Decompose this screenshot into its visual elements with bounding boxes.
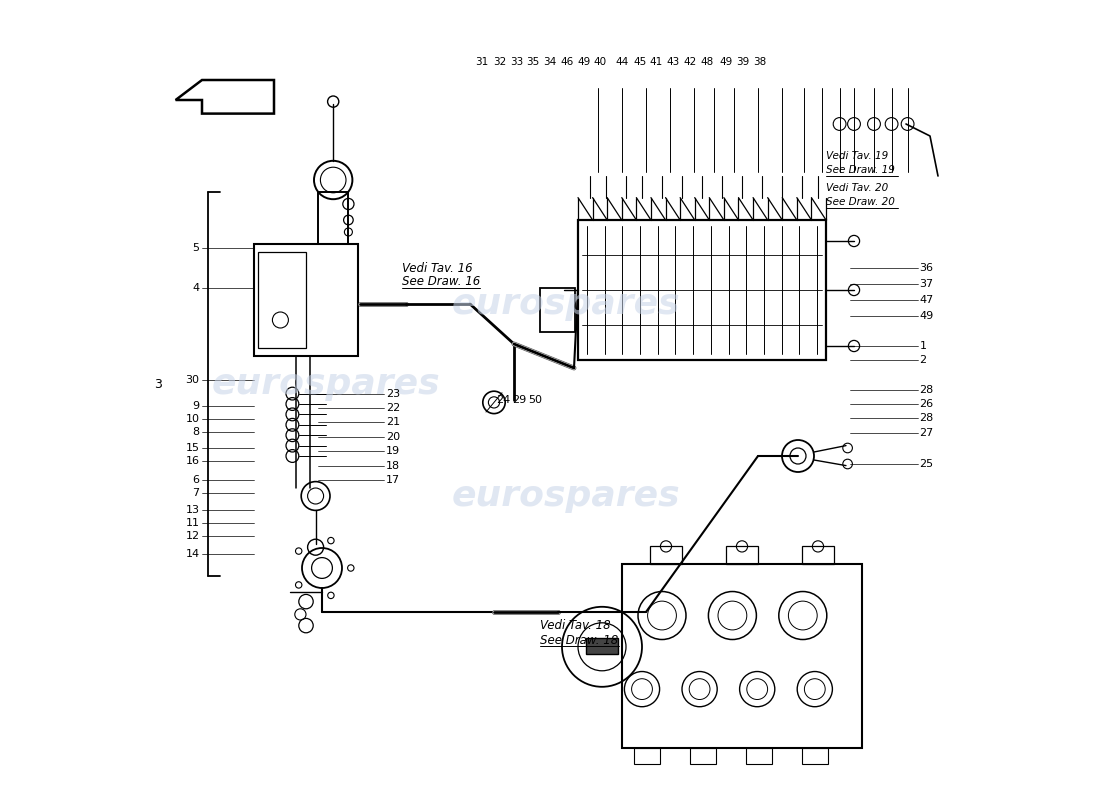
- Text: 17: 17: [386, 475, 400, 485]
- Bar: [318, 192, 349, 244]
- Text: 7: 7: [192, 488, 199, 498]
- Text: 28: 28: [920, 414, 934, 423]
- Text: 11: 11: [186, 518, 199, 528]
- Bar: [746, 748, 771, 764]
- Text: 6: 6: [192, 475, 199, 485]
- Text: 34: 34: [543, 58, 557, 67]
- Text: 42: 42: [683, 58, 696, 67]
- Text: 24: 24: [496, 395, 510, 405]
- Text: 27: 27: [920, 428, 934, 438]
- Bar: [690, 748, 716, 764]
- Text: See Draw. 18: See Draw. 18: [540, 634, 618, 646]
- Bar: [634, 748, 660, 764]
- Text: 25: 25: [920, 459, 934, 469]
- Text: Vedi Tav. 18: Vedi Tav. 18: [540, 619, 611, 632]
- Text: See Draw. 16: See Draw. 16: [402, 275, 481, 288]
- Text: 1: 1: [920, 341, 926, 350]
- Bar: [258, 252, 306, 348]
- Text: 23: 23: [386, 389, 400, 398]
- Text: 2: 2: [920, 355, 926, 365]
- Bar: [254, 244, 358, 356]
- Text: eurospares: eurospares: [452, 479, 680, 513]
- Bar: [586, 638, 618, 654]
- Bar: [802, 748, 827, 764]
- Text: 49: 49: [578, 58, 591, 67]
- Text: Vedi Tav. 16: Vedi Tav. 16: [402, 262, 473, 274]
- Text: 3: 3: [154, 378, 162, 390]
- Text: 28: 28: [920, 385, 934, 394]
- Text: 31: 31: [475, 58, 488, 67]
- Text: 13: 13: [186, 506, 199, 515]
- Text: 40: 40: [594, 58, 607, 67]
- Text: 18: 18: [386, 461, 400, 470]
- Text: 45: 45: [632, 58, 646, 67]
- Text: 30: 30: [186, 375, 199, 385]
- Text: 37: 37: [920, 279, 934, 289]
- Text: See Draw. 20: See Draw. 20: [826, 197, 895, 206]
- Text: 16: 16: [186, 456, 199, 466]
- Text: 20: 20: [386, 432, 400, 442]
- Bar: [726, 546, 758, 564]
- Text: 4: 4: [192, 283, 199, 293]
- Text: 9: 9: [192, 402, 199, 411]
- Text: 33: 33: [509, 58, 522, 67]
- Text: 43: 43: [667, 58, 680, 67]
- Text: 49: 49: [920, 311, 934, 321]
- Text: 39: 39: [736, 58, 749, 67]
- Text: 12: 12: [186, 531, 199, 541]
- Text: 50: 50: [529, 395, 542, 405]
- Text: 21: 21: [386, 418, 400, 427]
- Text: 10: 10: [186, 414, 199, 424]
- Text: 49: 49: [719, 58, 733, 67]
- Text: 14: 14: [186, 549, 199, 558]
- Bar: [650, 546, 682, 564]
- Text: 19: 19: [386, 446, 400, 456]
- Text: 32: 32: [493, 58, 506, 67]
- Text: 15: 15: [186, 443, 199, 453]
- Text: 35: 35: [527, 58, 540, 67]
- Bar: [540, 288, 575, 332]
- Text: 47: 47: [920, 295, 934, 305]
- Bar: [578, 220, 826, 360]
- Text: eurospares: eurospares: [211, 367, 440, 401]
- Text: Vedi Tav. 19: Vedi Tav. 19: [826, 151, 889, 161]
- Bar: [621, 564, 862, 748]
- Text: 44: 44: [615, 58, 628, 67]
- Text: 26: 26: [920, 399, 934, 409]
- Text: See Draw. 19: See Draw. 19: [826, 165, 895, 174]
- Text: 5: 5: [192, 243, 199, 253]
- Text: 22: 22: [386, 403, 400, 413]
- Text: eurospares: eurospares: [452, 287, 680, 321]
- Text: 38: 38: [754, 58, 767, 67]
- Text: 48: 48: [701, 58, 714, 67]
- Text: 41: 41: [650, 58, 663, 67]
- Bar: [802, 546, 834, 564]
- Text: 36: 36: [920, 263, 934, 273]
- Text: 8: 8: [192, 427, 199, 437]
- Text: 29: 29: [513, 395, 527, 405]
- Text: Vedi Tav. 20: Vedi Tav. 20: [826, 183, 889, 193]
- Text: 46: 46: [560, 58, 573, 67]
